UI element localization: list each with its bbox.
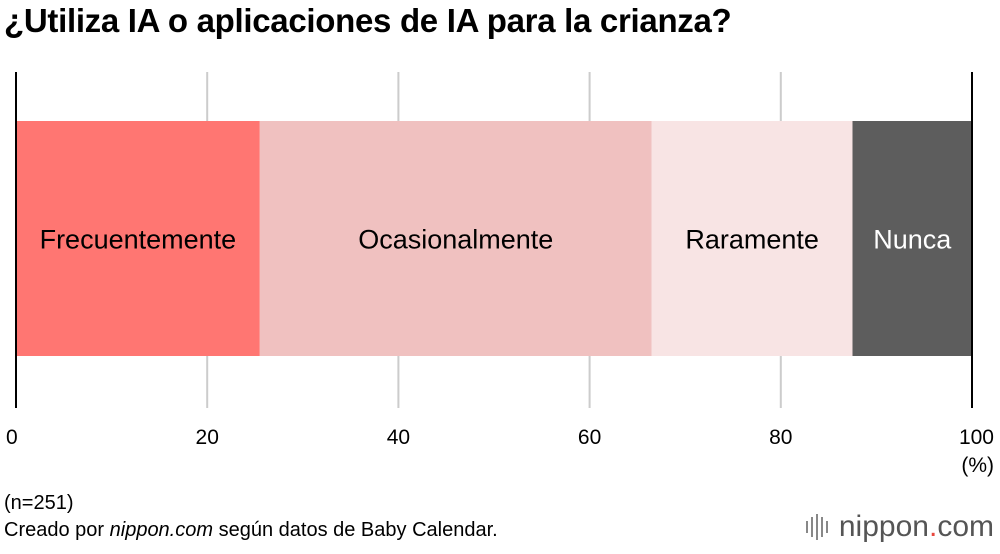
source-prefix: Creado por: [4, 519, 110, 541]
tick-label-0: 0: [6, 426, 18, 449]
sample-size-note: (n=251): [4, 492, 74, 514]
logo-tld: com: [937, 510, 994, 543]
segment-label-raramente: Raramente: [685, 225, 819, 255]
source-site: nippon.com: [109, 519, 214, 541]
bar-segment-ocasionalmente: [259, 121, 652, 356]
chart-notes: (n=251) Creado por nippon.com según dato…: [4, 490, 498, 544]
nippon-logo: nippon. com: [805, 510, 994, 544]
bar-segment-frecuentemente: [16, 121, 260, 356]
source-note: Creado por nippon.com según datos de Bab…: [4, 517, 498, 544]
tick-label-40: 40: [387, 426, 410, 449]
chart-title: ¿Utiliza IA o aplicaciones de IA para la…: [4, 2, 732, 39]
axis-unit-label: (%): [961, 454, 994, 477]
bar-segment-raramente: [651, 121, 853, 356]
tick-label-60: 60: [578, 426, 601, 449]
source-suffix: según datos de Baby Calendar.: [213, 519, 498, 541]
logo-name: nippon: [838, 510, 929, 543]
tick-label-100: 100: [959, 426, 994, 449]
logo-dot: .: [928, 510, 938, 543]
segment-label-frecuentemente: Frecuentemente: [40, 225, 237, 255]
tick-label-20: 20: [196, 426, 219, 449]
segment-label-ocasionalmente: Ocasionalmente: [358, 225, 553, 255]
tick-label-80: 80: [769, 426, 792, 449]
stacked-bar-chart: Frecuentemente Ocasionalmente Raramente Nun…: [6, 72, 994, 477]
bar-segment-nunca: [852, 121, 972, 356]
logo-mark-icon: [805, 514, 831, 540]
segment-label-nunca: Nunca: [873, 225, 952, 255]
